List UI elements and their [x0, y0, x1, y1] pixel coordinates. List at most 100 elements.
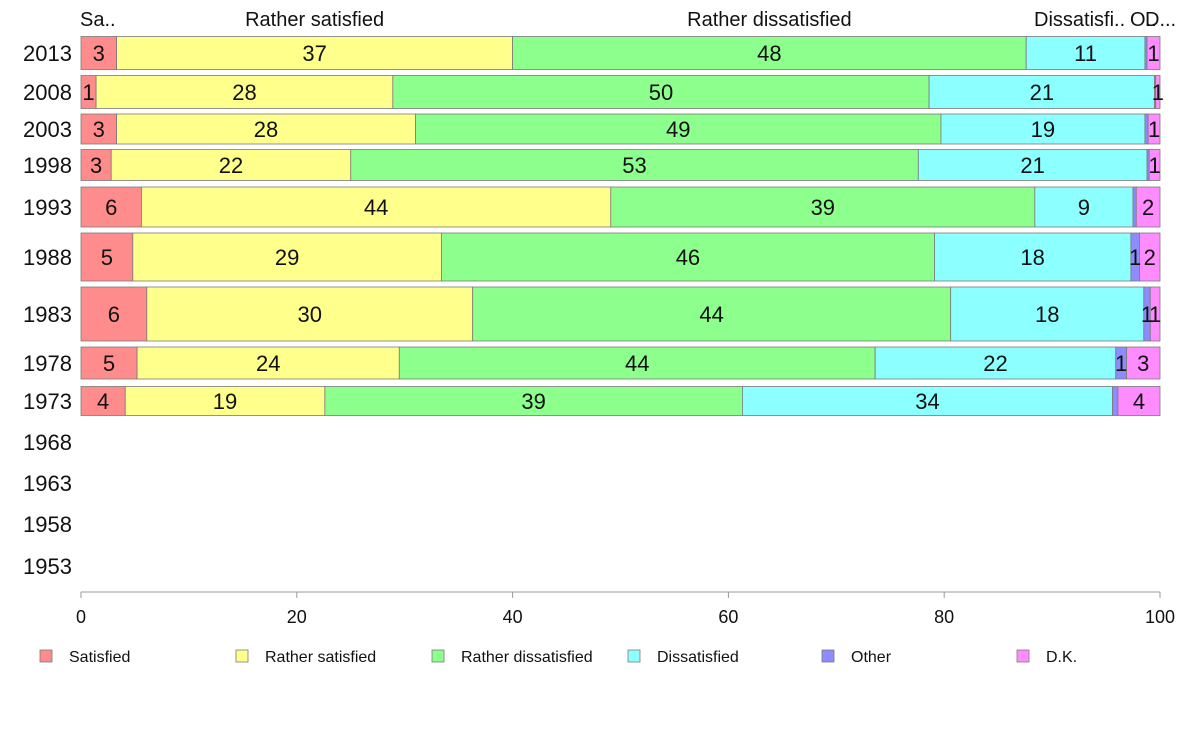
bar-label-1973-satisfied: 4 [97, 389, 109, 414]
bar-label-1988-dissatisfied: 18 [1020, 245, 1044, 270]
y-label-1983: 1983 [23, 302, 72, 327]
bar-2013-rather-satisfied [116, 36, 514, 70]
y-label-1963: 1963 [23, 471, 72, 496]
bar-1983-d-k [1149, 286, 1161, 342]
bar-1983-dissatisfied [950, 286, 1145, 342]
bar-label-1993-d-k: 2 [1142, 195, 1154, 220]
top-label-d-k: D... [1145, 9, 1176, 31]
bar-1973-rather-dissatisfied [324, 386, 743, 416]
bar-1978-rather-dissatisfied [398, 346, 876, 380]
bar-1983-satisfied [80, 286, 148, 342]
top-label-dissatisfied: Dissatisfi.. [1034, 9, 1125, 31]
bar-label-1983-dissatisfied: 18 [1035, 302, 1059, 327]
bar-1973-satisfied [80, 386, 126, 416]
x-tick-label-40: 40 [503, 607, 523, 627]
bar-label-1988-satisfied: 5 [101, 245, 113, 270]
bar-1978-d-k [1126, 346, 1161, 380]
bar-1988-d-k [1139, 232, 1161, 282]
legend-label-d-k: D.K. [1046, 649, 1077, 666]
y-label-1953: 1953 [23, 554, 72, 579]
bar-label-1998-rather-dissatisfied: 53 [622, 153, 646, 178]
bar-label-2008-satisfied: 1 [82, 80, 94, 105]
bar-1988-rather-dissatisfied [440, 232, 935, 282]
bar-1983-rather-satisfied [146, 286, 474, 342]
legend-label-rather-dissatisfied: Rather dissatisfied [461, 649, 593, 666]
y-label-2013: 2013 [23, 41, 72, 66]
bar-label-1993-dissatisfied: 9 [1078, 195, 1090, 220]
bar-2008-d-k [1155, 75, 1161, 109]
top-category-labels: Sa.. Rather satisfied Rather dissatisfied D… [80, 9, 1176, 31]
y-label-1973: 1973 [23, 389, 72, 414]
bar-label-2013-d-k: 1 [1147, 41, 1159, 66]
bar-label-2013-dissatisfied: 11 [1074, 41, 1097, 66]
bar-1988-dissatisfied [934, 232, 1132, 282]
y-label-1993: 1993 [23, 195, 72, 220]
bar-1973-dissatisfied [742, 386, 1113, 416]
top-label-satisfied: Sa.. [80, 9, 116, 31]
bar-label-2013-rather-satisfied: 37 [302, 41, 326, 66]
bar-1993-dissatisfied [1034, 186, 1134, 228]
y-label-1988: 1988 [23, 245, 72, 270]
top-label-rather-satisfied: Rather satisfied [245, 9, 384, 31]
bar-label-1983-satisfied: 6 [108, 302, 120, 327]
bar-label-2003-rather-dissatisfied: 49 [666, 117, 690, 142]
legend-label-satisfied: Satisfied [69, 649, 130, 666]
bar-label-1998-rather-satisfied: 22 [219, 153, 243, 178]
bar-label-1983-rather-satisfied: 30 [298, 302, 322, 327]
x-tick-label-80: 80 [934, 607, 954, 627]
legend-swatch-d-k [1016, 649, 1030, 663]
bar-1978-dissatisfied [874, 346, 1117, 380]
top-label-other: O.. [1130, 9, 1157, 31]
bar-label-1998-d-k: 1 [1148, 153, 1160, 178]
y-label-1998: 1998 [23, 153, 72, 178]
legend-swatch-dissatisfied [627, 649, 641, 663]
bar-label-1978-d-k: 3 [1137, 351, 1149, 376]
bar-1998-d-k [1148, 149, 1161, 181]
legend-swatch-satisfied [39, 649, 53, 663]
bar-1973-d-k [1117, 386, 1161, 416]
bar-label-2008-dissatisfied: 21 [1030, 80, 1054, 105]
bar-label-1988-d-k: 2 [1144, 245, 1156, 270]
bar-1983-rather-dissatisfied [472, 286, 952, 342]
bar-label-1983-d-k: 1 [1149, 302, 1161, 327]
bar-2008-rather-dissatisfied [392, 75, 930, 109]
bars [80, 36, 1161, 416]
y-label-1968: 1968 [23, 430, 72, 455]
bar-label-1973-rather-dissatisfied: 39 [521, 389, 545, 414]
y-axis-labels: 2013 2008 2003 1998 1993 1988 1983 1978 1973 1968… [23, 41, 72, 579]
bar-1998-rather-dissatisfied [350, 149, 919, 181]
bar-label-2008-rather-satisfied: 28 [232, 80, 256, 105]
legend-label-other: Other [851, 649, 892, 666]
bar-label-2003-rather-satisfied: 28 [254, 117, 278, 142]
bar-1978-rather-satisfied [136, 346, 400, 380]
bar-label-2013-satisfied: 3 [93, 41, 105, 66]
legend-swatch-other [821, 649, 835, 663]
bar-value-labels: 3 37 48 11 11 28 50 21 13 28 49 19 13 22 53 21 16 44 39 9 25… [82, 41, 1164, 414]
legend-label-dissatisfied: Dissatisfied [657, 649, 739, 666]
x-axis: 0 20 40 60 80 100 [76, 591, 1175, 627]
bar-label-2003-satisfied: 3 [93, 117, 105, 142]
bar-label-1983-other: 1 [1141, 302, 1153, 327]
legend-swatch-rather-dissatisfied [431, 649, 445, 663]
bar-label-1978-satisfied: 5 [103, 351, 115, 376]
bar-1993-d-k [1135, 186, 1161, 228]
y-label-1978: 1978 [23, 351, 72, 376]
bar-label-1978-rather-dissatisfied: 44 [625, 351, 649, 376]
bar-1993-rather-dissatisfied [610, 186, 1036, 228]
x-tick-label-100: 100 [1145, 607, 1175, 627]
bar-2008-rather-satisfied [95, 75, 394, 109]
bar-label-1998-dissatisfied: 21 [1020, 153, 1044, 178]
bar-label-1983-rather-dissatisfied: 44 [699, 302, 723, 327]
bar-label-2008-rather-dissatisfied: 50 [649, 80, 673, 105]
legend-swatch-rather-satisfied [235, 649, 249, 663]
legend-label-rather-satisfied: Rather satisfied [265, 649, 376, 666]
bar-2013-d-k [1146, 36, 1161, 70]
bar-1998-dissatisfied [917, 149, 1148, 181]
top-label-rather-dissatisfied: Rather dissatisfied [687, 9, 852, 31]
bar-2003-satisfied [80, 113, 118, 145]
bar-1988-rather-satisfied [132, 232, 442, 282]
bar-1973-other [1112, 386, 1119, 416]
y-label-1958: 1958 [23, 512, 72, 537]
y-label-2003: 2003 [23, 117, 72, 142]
